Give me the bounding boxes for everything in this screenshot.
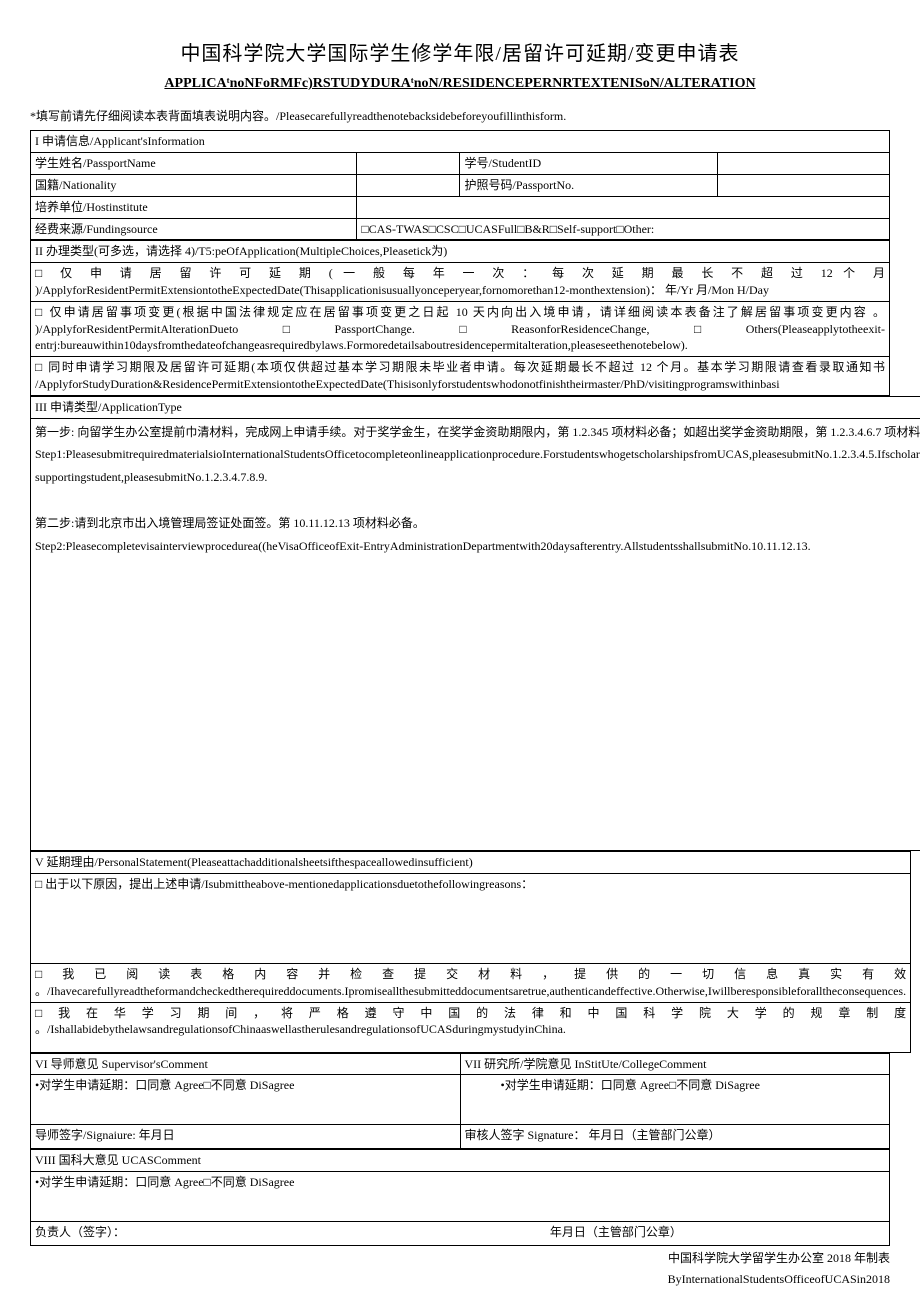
statement-confirm-read[interactable]: □ 我 已 阅 读 表 格 内 容 并 检 查 提 交 材 料 ， 提 供 的 …: [31, 964, 911, 1003]
institute-signature[interactable]: 审核人签字 Signature： 年月日（主管部门公章）: [460, 1125, 890, 1149]
funding-label: 经费来源/Fundingsource: [31, 218, 357, 240]
ucas-agree[interactable]: •对学生申请延期：口同意 Agree□不同意 DiSagree: [31, 1172, 890, 1222]
section-2-header: II 办理类型(可多选，请选择 4)/T5:peOfApplication(Mu…: [31, 241, 890, 263]
section-3-header: III 申请类型/ApplicationType: [31, 396, 920, 418]
supervisor-signature[interactable]: 导师签字/Signaiure: 年月日: [31, 1125, 461, 1149]
funding-options[interactable]: □CAS-TWAS□CSC□UCASFull□B&R□Self-support□…: [357, 218, 890, 240]
section-8-header: VIII 国科大意见 UCASComment: [31, 1150, 890, 1172]
studentid-label: 学号/StudentID: [460, 153, 718, 175]
section-7-header: VII 研究所/学院意见 InStitUte/CollegeComment: [460, 1053, 890, 1075]
name-label: 学生姓名/PassportName: [31, 153, 357, 175]
nationality-label: 国籍/Nationality: [31, 174, 357, 196]
section-8-table: VIII 国科大意见 UCASComment •对学生申请延期：口同意 Agre…: [30, 1149, 890, 1246]
section-5-header: V 延期理由/PersonalStatement(Pleaseattachadd…: [31, 852, 911, 874]
prefill-note: *填写前请先仔细阅读本表背面填表说明内容。/Pleasecarefullyrea…: [30, 108, 890, 125]
section-1-header: I 申请信息/Applicant'sInformation: [31, 131, 890, 153]
passport-value[interactable]: [718, 174, 890, 196]
section-6-header: VI 导师意见 Supervisor'sComment: [31, 1053, 461, 1075]
document-title-cn: 中国科学院大学国际学生修学年限/居留许可延期/变更申请表: [30, 40, 890, 68]
institute-agree[interactable]: •对学生申请延期：口同意 Agree□不同意 DiSagree: [460, 1075, 890, 1125]
host-value[interactable]: [357, 196, 890, 218]
section-3-4-table: III 申请类型/ApplicationType IV 提交材料/Require…: [30, 396, 920, 852]
ucas-signature-right: 年月日（主管部门公章）: [546, 1222, 890, 1246]
section-1-table: I 申请信息/Applicant'sInformation 学生姓名/Passp…: [30, 130, 890, 240]
nationality-value[interactable]: [357, 174, 460, 196]
document-title-en: APPLICAᵗnoNFoRMFc)RSTUDYDURAᵗnoN/RESIDEN…: [30, 74, 890, 94]
section-6-7-table: VI 导师意见 Supervisor'sComment VII 研究所/学院意见…: [30, 1053, 890, 1150]
supervisor-agree[interactable]: •对学生申请延期：口同意 Agree□不同意 DiSagree: [31, 1075, 461, 1125]
statement-reasons[interactable]: □ 出于以下原因，提出上述申请/Isubmittheabove-mentione…: [31, 874, 911, 964]
host-label: 培养单位/Hostinstitute: [31, 196, 357, 218]
passport-label: 护照号码/PassportNo.: [460, 174, 718, 196]
application-steps: 第一步: 向留学生办公室提前巾清材料，完成网上申请手续。对于奖学金生，在奖学金资…: [31, 418, 920, 851]
option-alteration[interactable]: □ 仅申请居留事项变更(根据中国法律规定应在居留事项变更之日起 10 天内向出入…: [31, 301, 890, 356]
section-5-table: V 延期理由/PersonalStatement(Pleaseattachadd…: [30, 851, 911, 1052]
footer-cn: 中国科学院大学留学生办公室 2018 年制表: [30, 1250, 890, 1267]
option-extension[interactable]: □ 仅 申 请 居 留 许 可 延 期 ( 一 般 每 年 一 次 ： 每 次 …: [31, 263, 890, 302]
name-value[interactable]: [357, 153, 460, 175]
option-study-and-residence[interactable]: □ 同时申请学习期限及居留许可延期(本项仅供超过基本学习期限未毕业者申请。每次延…: [31, 357, 890, 396]
studentid-value[interactable]: [718, 153, 890, 175]
section-2-table: II 办理类型(可多选，请选择 4)/T5:peOfApplication(Mu…: [30, 240, 890, 395]
statement-abide-laws[interactable]: □ 我 在 华 学 习 期 间 ， 将 严 格 遵 守 中 国 的 法 律 和 …: [31, 1002, 911, 1052]
footer-en: ByInternationalStudentsOfficeofUCASin201…: [30, 1271, 890, 1288]
ucas-signature-left[interactable]: 负责人（签字）：: [31, 1222, 546, 1246]
